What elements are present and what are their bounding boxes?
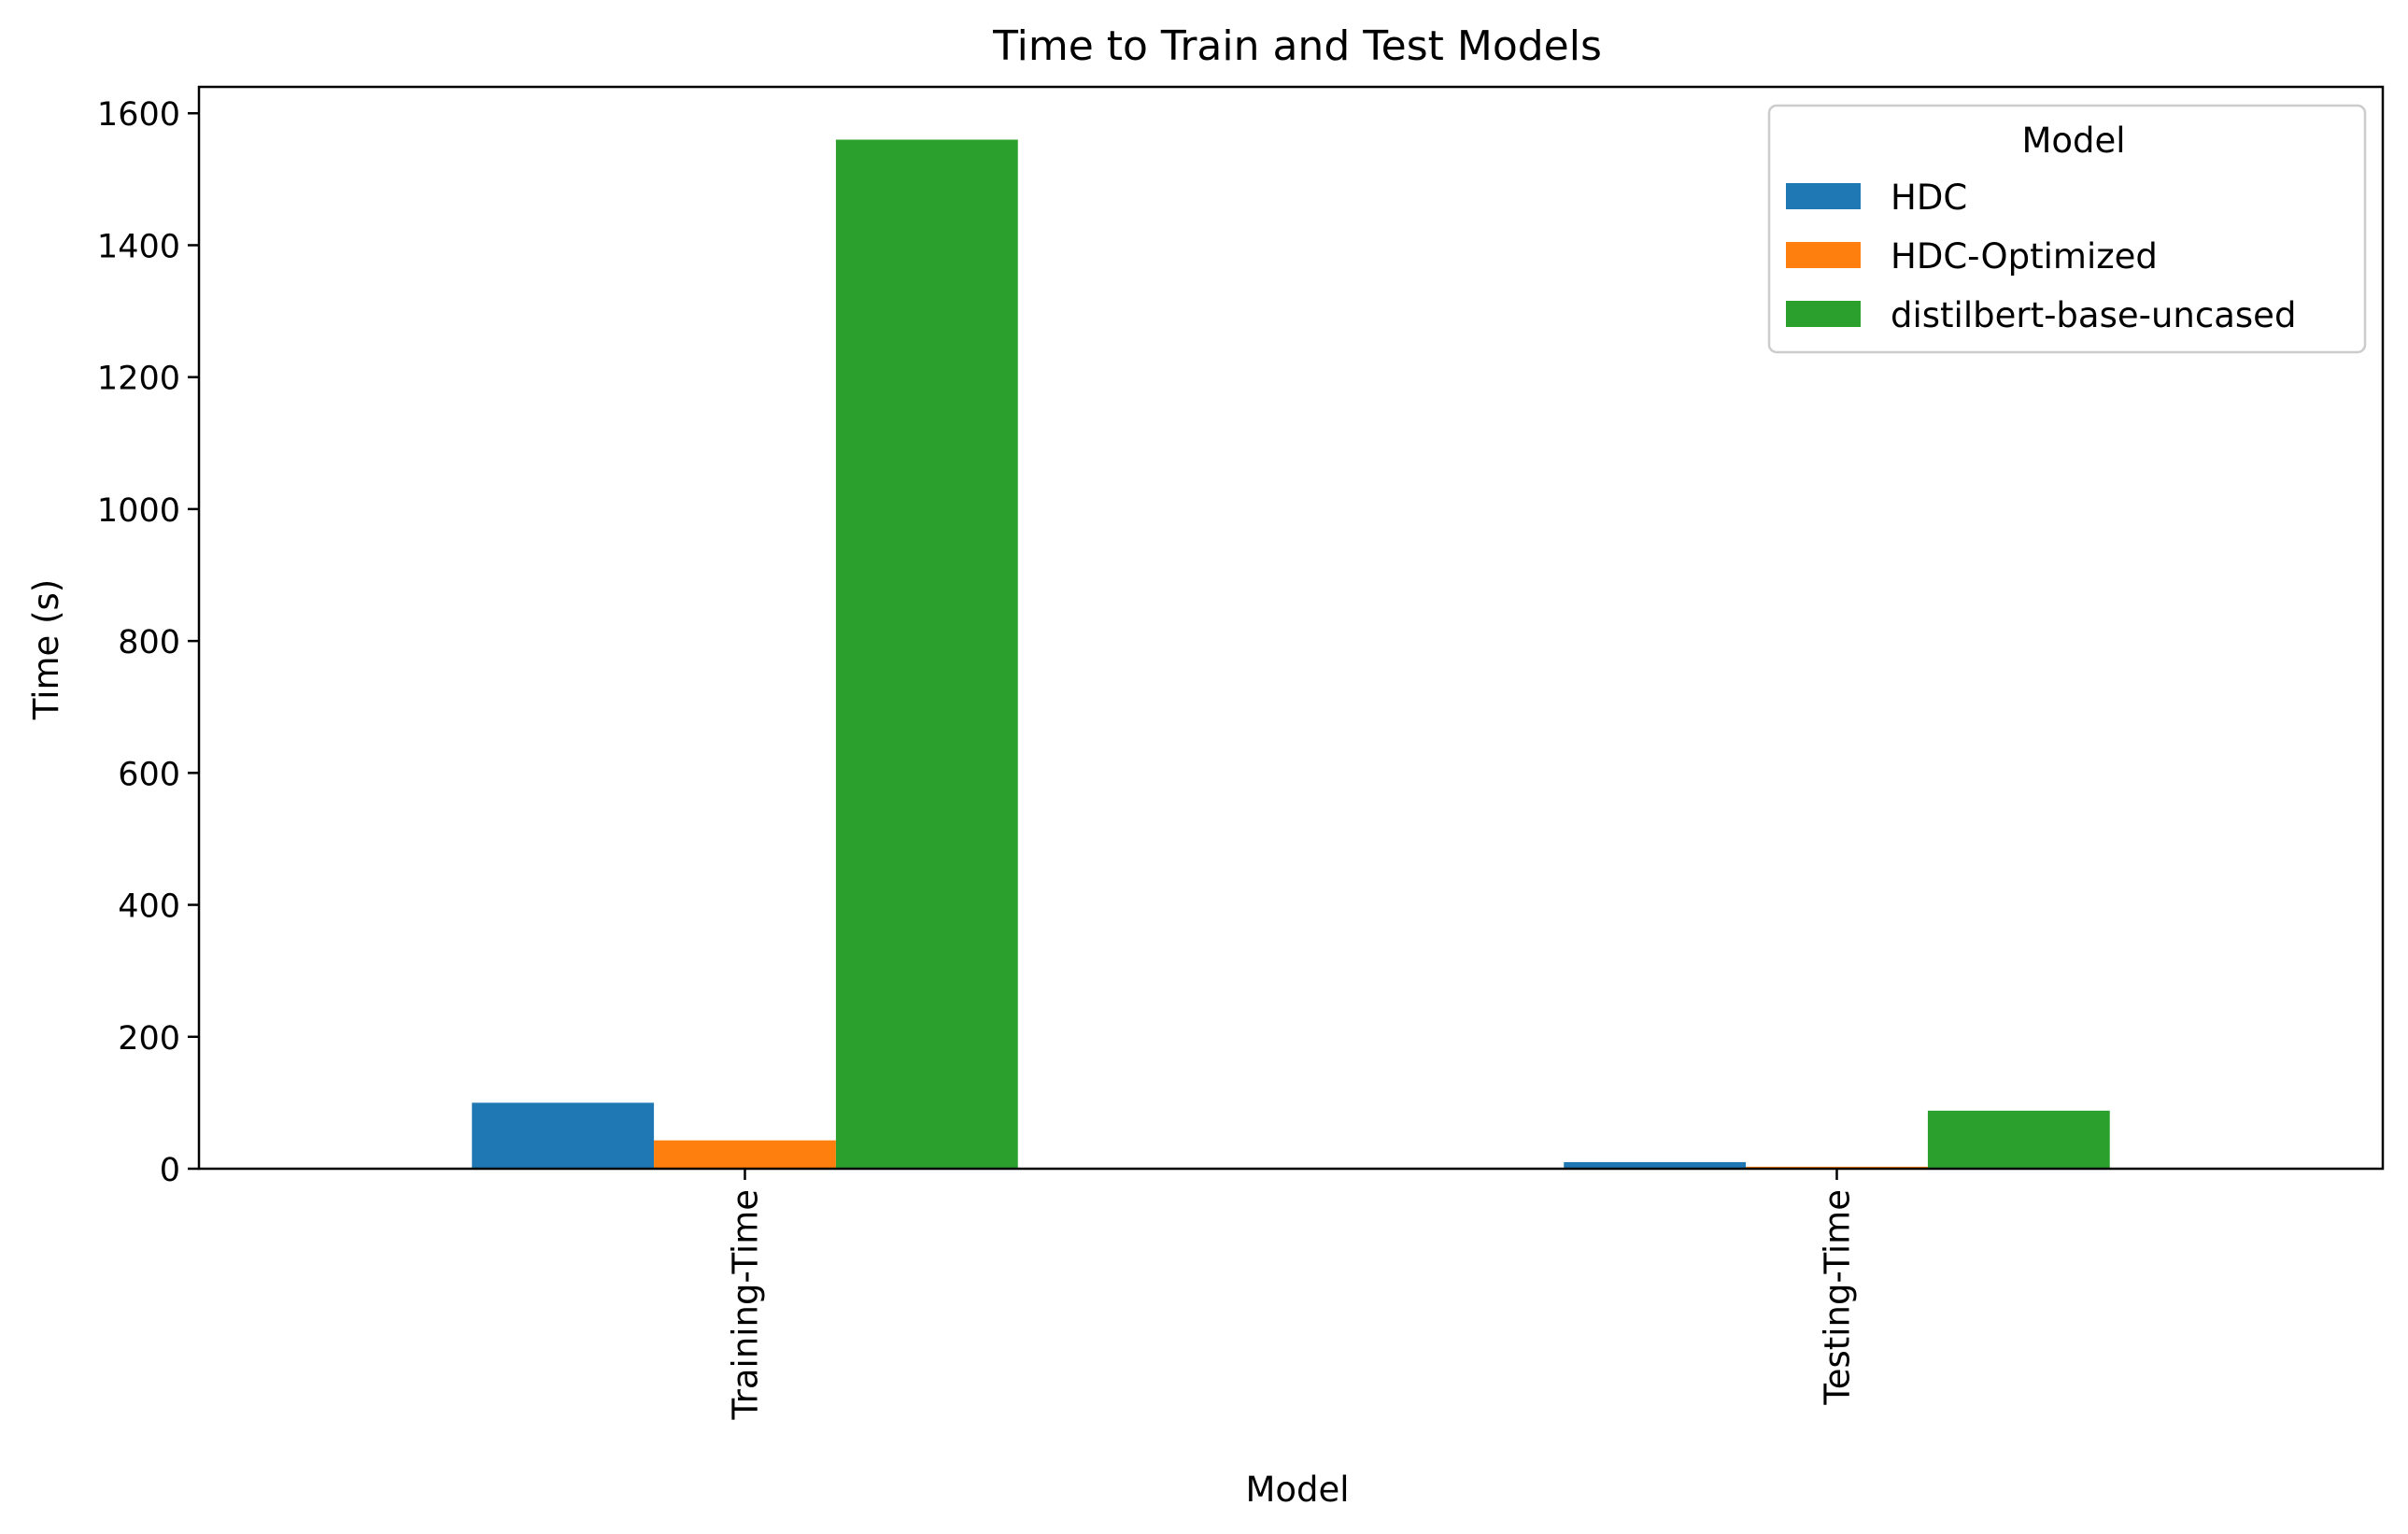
y-tick-label: 1000: [97, 492, 180, 530]
bar-training-time-hdc: [472, 1102, 655, 1169]
bar-training-time-hdc-optimized: [654, 1140, 836, 1169]
x-axis-label: Model: [1245, 1470, 1349, 1510]
y-tick-label: 200: [118, 1020, 180, 1058]
y-ticks-group: 0 200 400 600 800 1000 1200 1400 1600: [97, 96, 199, 1189]
legend-swatch: [1786, 301, 1861, 327]
plot-frame: [197, 85, 2385, 1171]
legend-swatch: [1786, 242, 1861, 268]
legend-box: [1767, 104, 2367, 354]
bar-testing-time-hdc: [1564, 1161, 1747, 1169]
y-axis-label: Time (s): [26, 579, 66, 720]
legend-label: HDC: [1891, 178, 1967, 218]
y-tick-label: 1400: [97, 228, 180, 265]
y-tick-label: 0: [160, 1152, 180, 1189]
y-tick-label: 600: [118, 756, 180, 793]
y-tick-label: 800: [118, 624, 180, 661]
bar-training-time-distilbert-base-uncased: [835, 139, 1018, 1170]
legend: Model HDC HDC-Optimized distilbert-base-un…: [1767, 104, 2367, 354]
y-tick-label: 1200: [97, 361, 180, 398]
legend-label: HDC-Optimized: [1891, 236, 2158, 277]
chart-title: Time to Train and Test Models: [992, 22, 1602, 70]
x-tick-label: Testing-Time: [1818, 1189, 1858, 1406]
y-tick-label: 1600: [97, 96, 180, 134]
bar-testing-time-distilbert-base-uncased: [1927, 1110, 2110, 1169]
x-tick-label: Training-Time: [726, 1189, 766, 1421]
y-tick-label: 400: [118, 888, 180, 926]
legend-label: distilbert-base-uncased: [1891, 295, 2296, 335]
legend-title: Model: [2021, 121, 2125, 161]
x-ticks-group: Training-Time Testing-Time: [726, 1169, 1858, 1421]
legend-swatch: [1786, 183, 1861, 209]
